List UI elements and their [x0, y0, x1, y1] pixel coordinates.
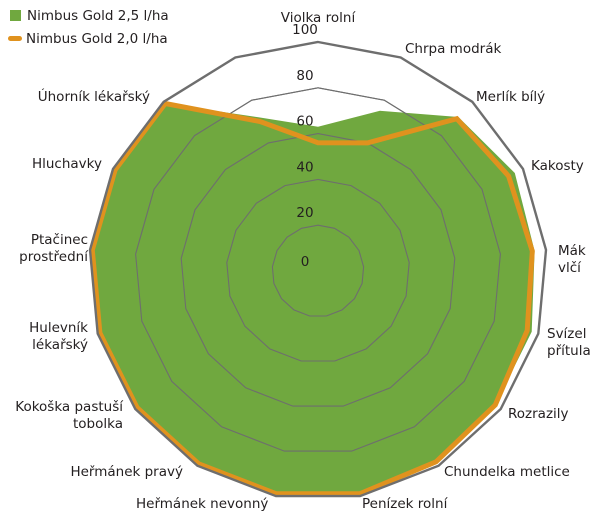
category-label: Kokoška pastuší tobolka — [15, 399, 124, 432]
category-label: Hulevník lékařský — [29, 320, 88, 353]
category-label: Úhorník lékařský — [38, 87, 150, 105]
legend-label: Nimbus Gold 2,5 l/ha — [27, 7, 169, 24]
category-label: Hluchavky — [32, 156, 102, 172]
category-label: Mák vlčí — [558, 243, 586, 276]
tick-label-60: 60 — [296, 114, 313, 130]
category-labels: Violka rolní Chrpa modrák Merlík bílý Kakos… — [15, 10, 590, 512]
legend-label: Nimbus Gold 2,0 l/ha — [26, 30, 168, 47]
grid-ring-overlay-80 — [135, 87, 501, 452]
legend-line-icon — [8, 36, 22, 41]
category-label: Ptačinec prostřední — [19, 232, 89, 265]
category-label: Merlík bílý — [476, 89, 545, 105]
grid-ring-overlay-40 — [226, 178, 410, 362]
tick-label-80: 80 — [296, 68, 313, 84]
category-label: Chundelka metlice — [444, 464, 570, 480]
category-label: Heřmánek pravý — [70, 464, 183, 480]
legend-item-2-0[interactable]: Nimbus Gold 2,0 l/ha — [8, 27, 169, 50]
radial-tick-labels: 0 20 40 60 80 100 — [292, 22, 318, 270]
tick-label-20: 20 — [296, 205, 313, 221]
tick-label-40: 40 — [296, 159, 313, 175]
category-label: Penízek rolní — [362, 496, 449, 512]
category-label: Svízel přítula — [547, 326, 591, 359]
legend-item-2-5[interactable]: Nimbus Gold 2,5 l/ha — [8, 4, 169, 27]
grid-ring-overlay-60 — [180, 133, 456, 407]
legend: Nimbus Gold 2,5 l/ha Nimbus Gold 2,0 l/h… — [8, 4, 169, 50]
category-label: Violka rolní — [281, 10, 357, 26]
area-polygon — [92, 103, 535, 492]
legend-square-icon — [10, 10, 21, 21]
series-area-nimbus-2-5 — [92, 87, 535, 492]
tick-label-100: 100 — [292, 22, 318, 38]
category-label: Heřmánek nevonný — [136, 496, 268, 512]
outer-ring — [88, 40, 548, 498]
line-polygon — [89, 100, 535, 497]
category-label: Kakosty — [531, 158, 584, 174]
category-label: Rozrazily — [508, 406, 569, 422]
grid-ring-100 — [88, 40, 548, 498]
series-line-nimbus-2-0 — [89, 100, 535, 497]
grid-ring-overlay-20 — [271, 224, 365, 317]
category-label: Chrpa modrák — [405, 41, 501, 57]
tick-label-0: 0 — [301, 254, 310, 270]
